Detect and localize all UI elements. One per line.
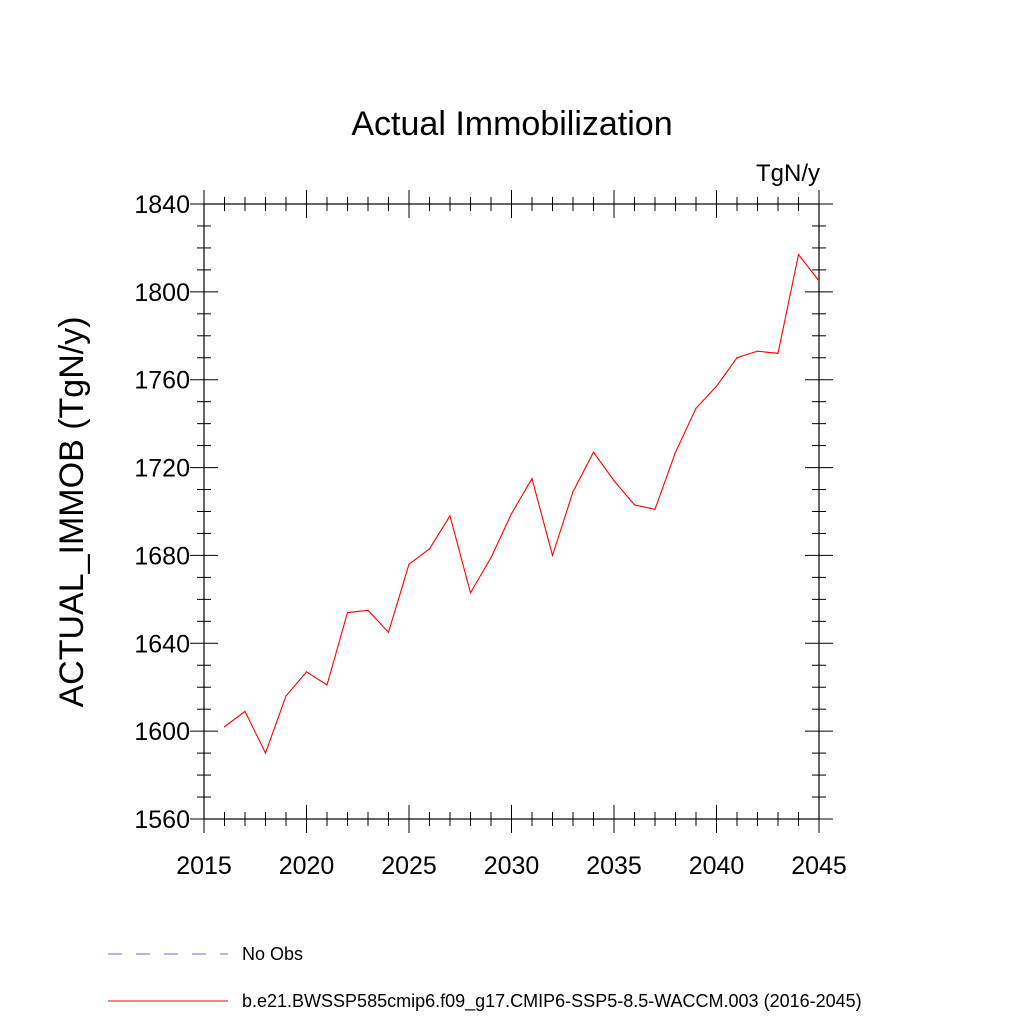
data-point xyxy=(654,508,656,510)
data-point xyxy=(428,548,431,550)
plot-frame xyxy=(203,203,820,820)
data-point xyxy=(326,684,328,686)
y-tick-label: 1600 xyxy=(134,718,190,746)
data-point xyxy=(777,352,779,354)
data-point xyxy=(305,671,308,673)
y-tick-label: 1640 xyxy=(134,630,190,658)
data-point xyxy=(490,557,492,559)
y-axis-label: ACTUAL_IMMOB (TgN/y) xyxy=(53,316,91,707)
data-point xyxy=(367,609,369,611)
data-point xyxy=(449,515,451,517)
series-layer xyxy=(223,253,820,755)
x-tick-label: 2025 xyxy=(381,852,437,880)
y-tick-label: 1760 xyxy=(134,367,190,395)
y-tick-label: 1680 xyxy=(134,542,190,570)
data-point xyxy=(264,752,267,754)
data-point xyxy=(285,695,287,697)
data-point xyxy=(613,480,615,482)
x-tick-label: 2015 xyxy=(176,852,232,880)
series-line-0 xyxy=(224,253,820,755)
data-point xyxy=(736,357,738,359)
y-tick-label: 1800 xyxy=(134,279,190,307)
y-tick-label: 1560 xyxy=(134,806,190,834)
y-tick-label: 1840 xyxy=(134,191,190,219)
data-point xyxy=(346,611,349,614)
data-point xyxy=(674,451,677,453)
axis-ticks xyxy=(190,190,833,833)
data-point xyxy=(408,563,410,565)
data-point xyxy=(223,726,226,728)
data-point xyxy=(715,385,718,387)
x-tick-label: 2035 xyxy=(586,852,642,880)
data-point xyxy=(244,710,246,712)
x-tick-label: 2020 xyxy=(279,852,335,880)
x-tick-label: 2030 xyxy=(484,852,540,880)
legend-label-no-obs: No Obs xyxy=(242,944,303,964)
y-tick-label: 1720 xyxy=(134,455,190,483)
x-tick-label: 2045 xyxy=(791,852,847,880)
x-tick-labels: 2015 2020 2025 2030 2035 2040 2045 xyxy=(176,852,847,880)
data-point xyxy=(756,350,759,352)
data-point xyxy=(818,280,820,282)
legend-label-series: b.e21.BWSSP585cmip6.f09_g17.CMIP6-SSP5-8… xyxy=(242,991,862,1012)
data-point xyxy=(551,554,554,557)
data-point xyxy=(797,253,800,256)
data-point xyxy=(387,631,390,633)
y-tick-labels: 1560 1600 1640 1680 1720 1760 1800 1840 xyxy=(134,191,190,834)
data-point xyxy=(572,491,574,493)
data-point xyxy=(531,477,533,480)
data-point xyxy=(469,592,472,594)
legend: No Obs b.e21.BWSSP585cmip6.f09_g17.CMIP6… xyxy=(108,944,862,1012)
chart-title: Actual Immobilization xyxy=(351,105,672,143)
data-point xyxy=(695,407,697,409)
units-label: TgN/y xyxy=(756,160,820,187)
data-point xyxy=(633,504,636,506)
data-point xyxy=(592,451,595,453)
x-tick-label: 2040 xyxy=(689,852,745,880)
data-point xyxy=(510,513,513,515)
